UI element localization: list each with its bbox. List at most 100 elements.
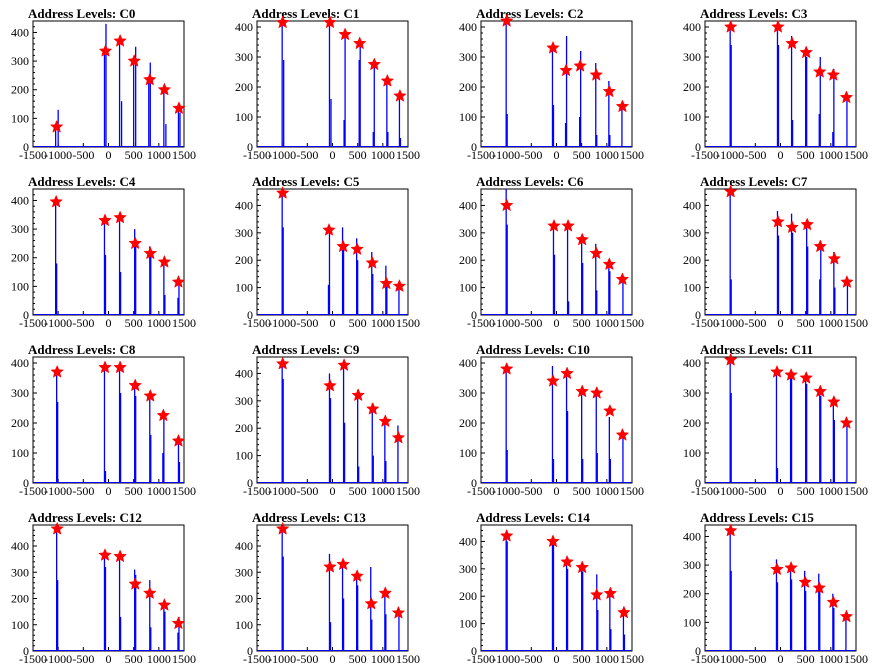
y-tick-label: 100: [683, 281, 701, 295]
x-tick-label: 1500: [172, 652, 196, 666]
x-tick-label: 0: [330, 652, 336, 666]
x-tick-label: -500: [72, 652, 94, 666]
y-tick-label: 400: [683, 356, 701, 370]
y-tick-label: 300: [235, 565, 253, 579]
y-tick-label: 400: [683, 20, 701, 34]
level-marker: [827, 251, 842, 265]
x-tick-label: 0: [778, 148, 784, 162]
x-tick-label: 1000: [147, 484, 171, 498]
y-tick-label: 200: [11, 592, 29, 606]
level-marker: [546, 373, 560, 387]
x-tick-label: 1000: [371, 652, 395, 666]
level-marker: [156, 408, 171, 422]
level-marker: [573, 58, 587, 72]
x-tick-label: -500: [520, 148, 542, 162]
y-tick-label: 400: [459, 20, 477, 34]
x-tick-label: -500: [744, 652, 766, 666]
x-tick-label: -1500: [691, 316, 719, 330]
level-marker: [367, 57, 382, 71]
level-marker: [813, 239, 828, 253]
level-marker: [615, 272, 630, 286]
y-tick-label: 100: [11, 618, 29, 632]
level-marker: [785, 220, 799, 234]
level-marker: [785, 36, 799, 50]
x-tick-label: 0: [106, 148, 112, 162]
x-tick-label: -1000: [268, 484, 296, 498]
x-tick-label: 0: [778, 484, 784, 498]
y-tick-label: 400: [683, 198, 701, 212]
x-tick-label: 1000: [595, 484, 619, 498]
y-tick-label: 400: [683, 529, 701, 543]
level-marker: [323, 15, 337, 29]
x-tick-label: -1000: [492, 652, 520, 666]
level-marker: [323, 559, 337, 573]
x-tick-label: 500: [349, 316, 367, 330]
y-tick-label: 100: [683, 446, 701, 460]
y-tick-label: 300: [11, 386, 29, 400]
level-marker: [113, 549, 127, 563]
level-marker: [391, 430, 406, 444]
chart-title: Address Levels: C6: [476, 174, 584, 189]
y-tick-label: 400: [235, 20, 253, 34]
level-marker: [128, 378, 143, 392]
x-tick-label: -1000: [44, 484, 72, 498]
y-tick-label: 100: [235, 618, 253, 632]
level-marker: [98, 213, 112, 227]
y-tick-label: 0: [247, 476, 253, 490]
level-marker: [770, 562, 784, 576]
level-marker: [275, 521, 290, 535]
x-tick-label: 1000: [147, 316, 171, 330]
y-tick-label: 100: [459, 110, 477, 124]
level-marker: [784, 367, 798, 381]
y-tick-label: 200: [235, 253, 253, 267]
y-tick-label: 0: [695, 476, 701, 490]
level-marker: [840, 274, 854, 288]
y-tick-label: 0: [23, 140, 29, 154]
x-tick-label: 500: [573, 316, 591, 330]
x-tick-label: 500: [349, 148, 367, 162]
level-marker: [813, 384, 828, 398]
x-tick-label: -1500: [243, 652, 271, 666]
level-marker: [142, 72, 157, 86]
x-tick-label: -500: [744, 484, 766, 498]
chart-panel: Address Levels: C10 0 100 200 300 400 -1500 -10…: [448, 336, 672, 504]
chart-title: Address Levels: C4: [28, 174, 136, 189]
chart-svg: 0 100 200 300 400 -1500-1000 -500 0 500 1000 1500: [459, 13, 644, 162]
y-tick-label: 400: [235, 366, 253, 380]
y-tick-label: 200: [459, 253, 477, 267]
y-tick-label: 400: [235, 198, 253, 212]
level-marker: [799, 370, 814, 384]
x-tick-label: 0: [106, 484, 112, 498]
x-tick-label: -1000: [268, 652, 296, 666]
level-marker: [338, 27, 352, 41]
y-tick-label: 300: [683, 558, 701, 572]
x-tick-label: -1500: [467, 316, 495, 330]
chart-svg: 0 100 200 300 400 -1500-1000 -500 0 500 1000 1500: [235, 15, 420, 162]
level-marker: [336, 557, 350, 571]
y-tick-label: 300: [459, 562, 477, 576]
x-tick-label: -500: [296, 652, 318, 666]
level-marker: [172, 101, 186, 115]
x-tick-label: -1000: [716, 652, 744, 666]
x-tick-label: 1500: [172, 148, 196, 162]
level-marker: [113, 210, 127, 224]
y-tick-label: 300: [235, 226, 253, 240]
chart-title: Address Levels: C8: [28, 342, 136, 357]
chart-title: Address Levels: C15: [700, 510, 814, 525]
x-tick-label: 1500: [844, 316, 868, 330]
x-tick-label: 0: [330, 148, 336, 162]
level-marker: [49, 119, 64, 133]
x-tick-label: 1000: [595, 316, 619, 330]
y-tick-label: 200: [459, 416, 477, 430]
level-marker: [771, 214, 785, 228]
level-marker: [827, 394, 841, 408]
x-tick-label: 1500: [844, 148, 868, 162]
level-marker: [157, 597, 172, 611]
y-tick-label: 200: [235, 592, 253, 606]
level-marker: [113, 360, 127, 374]
x-tick-label: 0: [330, 316, 336, 330]
y-tick-label: 100: [459, 617, 477, 631]
level-marker: [171, 274, 186, 288]
level-marker: [499, 528, 514, 542]
level-marker: [323, 378, 337, 392]
